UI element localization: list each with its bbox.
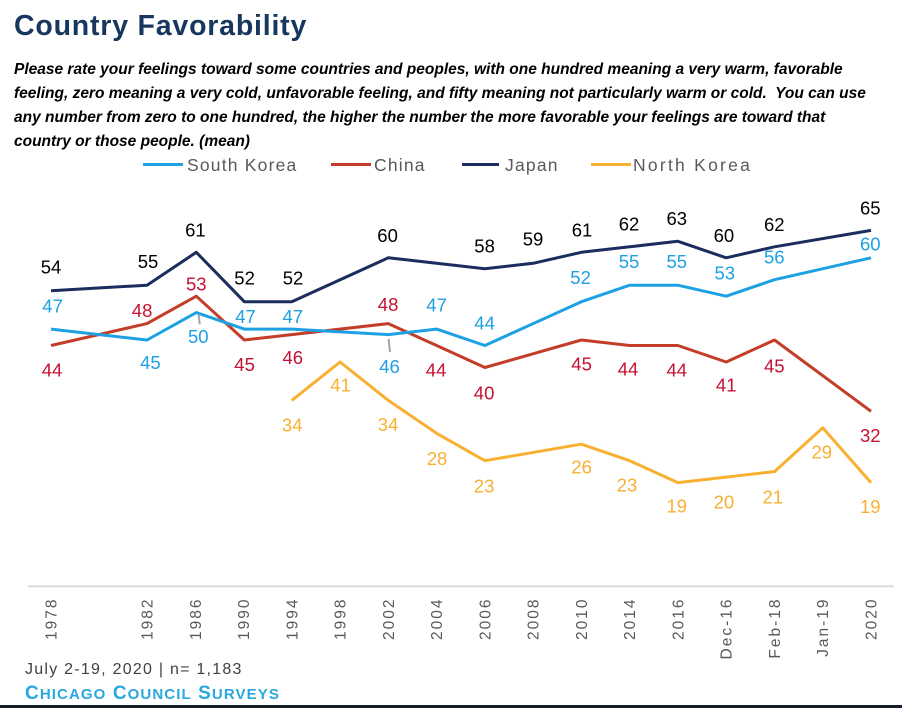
svg-text:53: 53 [186, 273, 207, 294]
svg-text:55: 55 [667, 251, 688, 272]
svg-text:65: 65 [860, 198, 881, 219]
svg-text:52: 52 [283, 268, 304, 289]
svg-text:60: 60 [860, 234, 881, 255]
svg-text:32: 32 [860, 425, 881, 446]
svg-text:28: 28 [427, 448, 448, 469]
svg-text:48: 48 [132, 300, 153, 321]
svg-text:2002: 2002 [381, 598, 398, 640]
svg-text:1982: 1982 [140, 598, 157, 640]
svg-text:45: 45 [234, 354, 255, 375]
svg-text:45: 45 [140, 352, 161, 373]
svg-text:46: 46 [283, 347, 304, 368]
svg-text:26: 26 [571, 456, 592, 477]
svg-text:58: 58 [474, 236, 495, 257]
svg-text:44: 44 [618, 359, 639, 380]
svg-text:54: 54 [41, 257, 62, 278]
svg-text:23: 23 [617, 474, 638, 495]
svg-text:63: 63 [667, 208, 688, 229]
svg-text:61: 61 [572, 220, 593, 241]
svg-text:23: 23 [474, 476, 495, 497]
svg-text:2014: 2014 [622, 598, 639, 640]
svg-text:41: 41 [330, 374, 351, 395]
svg-text:29: 29 [812, 442, 833, 463]
svg-text:34: 34 [378, 414, 399, 435]
svg-text:20: 20 [714, 492, 735, 513]
svg-text:1986: 1986 [188, 598, 205, 640]
svg-text:53: 53 [715, 262, 736, 283]
svg-text:19: 19 [860, 496, 881, 517]
svg-text:55: 55 [619, 251, 640, 272]
svg-text:52: 52 [570, 267, 591, 288]
svg-text:52: 52 [234, 268, 255, 289]
svg-text:44: 44 [667, 359, 688, 380]
svg-text:55: 55 [138, 251, 159, 272]
svg-text:19: 19 [667, 495, 688, 516]
svg-text:47: 47 [42, 296, 63, 317]
svg-text:2016: 2016 [670, 598, 687, 640]
svg-text:44: 44 [426, 359, 447, 380]
svg-text:59: 59 [523, 229, 544, 250]
svg-text:56: 56 [764, 247, 785, 268]
svg-text:1978: 1978 [44, 598, 61, 640]
svg-text:61: 61 [185, 220, 206, 241]
svg-text:2004: 2004 [429, 598, 446, 640]
svg-text:1990: 1990 [236, 598, 253, 640]
svg-text:2020: 2020 [864, 598, 881, 640]
svg-text:48: 48 [378, 294, 399, 315]
svg-text:47: 47 [283, 306, 304, 327]
svg-text:2008: 2008 [526, 598, 543, 640]
svg-text:47: 47 [235, 306, 256, 327]
svg-text:45: 45 [571, 354, 592, 375]
svg-text:62: 62 [764, 214, 785, 235]
svg-text:60: 60 [714, 225, 735, 246]
svg-text:1994: 1994 [284, 598, 301, 640]
svg-text:46: 46 [379, 356, 400, 377]
svg-text:47: 47 [426, 295, 447, 316]
svg-text:41: 41 [716, 374, 737, 395]
svg-text:1998: 1998 [333, 598, 350, 640]
svg-text:60: 60 [377, 225, 398, 246]
svg-text:45: 45 [764, 356, 785, 377]
svg-text:2006: 2006 [477, 598, 494, 640]
svg-text:62: 62 [619, 214, 640, 235]
svg-text:34: 34 [282, 415, 303, 436]
svg-text:50: 50 [188, 326, 209, 347]
svg-text:Jan-19: Jan-19 [815, 598, 832, 657]
svg-text:40: 40 [474, 383, 495, 404]
svg-text:44: 44 [42, 360, 63, 381]
svg-text:2010: 2010 [574, 598, 591, 640]
svg-text:44: 44 [474, 312, 495, 333]
svg-text:21: 21 [763, 487, 784, 508]
svg-text:Feb-18: Feb-18 [767, 598, 784, 659]
svg-text:Dec-16: Dec-16 [719, 598, 736, 660]
